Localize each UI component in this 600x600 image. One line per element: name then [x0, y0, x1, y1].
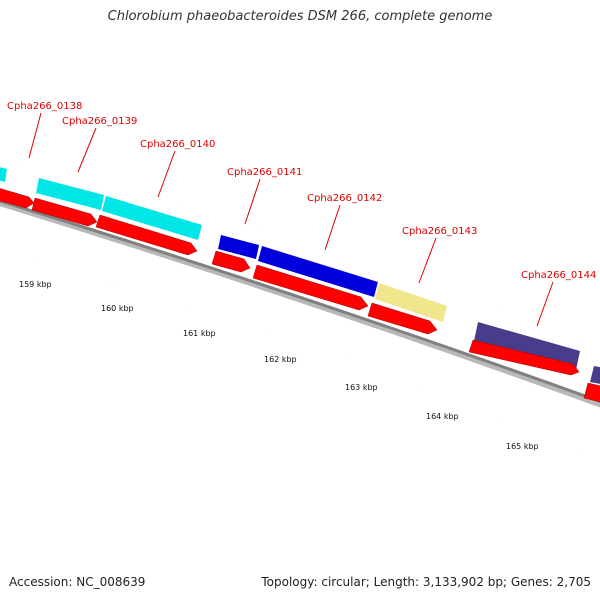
kbp-label: 161 kbp [183, 329, 216, 338]
gene-label: Cpha266_0141 [227, 167, 302, 178]
accession-text: Accession: NC_008639 [9, 575, 146, 589]
leader-line [536, 281, 554, 327]
upper-ticks [0, 159, 600, 349]
kbp-label: 165 kbp [506, 442, 539, 451]
cds-arrow-2 [95, 214, 198, 256]
cds-arrow-1 [31, 197, 98, 227]
block-cyan-2 [102, 196, 202, 240]
block-cyan-1 [36, 178, 104, 210]
gene-label: Cpha266_0144 [521, 270, 596, 281]
cds-arrow-4 [252, 264, 369, 311]
leader-line [324, 204, 341, 251]
cds-arrow-3 [211, 250, 251, 273]
kbp-label: 163 kbp [345, 383, 378, 392]
backbone [0, 199, 600, 403]
leader-line [244, 178, 261, 225]
backbone-shadow [0, 199, 600, 408]
kbp-label: 160 kbp [101, 304, 134, 313]
block-blue-2 [258, 246, 378, 297]
cds-arrows [0, 188, 600, 403]
cds-arrow-5 [367, 302, 438, 335]
cds-arrow-6 [468, 339, 580, 376]
block-slate-edge [590, 366, 600, 384]
scale-ticks [0, 252, 600, 458]
gene-label: Cpha266_0139 [62, 116, 137, 127]
kbp-label: 164 kbp [426, 412, 459, 421]
gene-label: Cpha266_0142 [307, 193, 382, 204]
gene-label: Cpha266_0140 [140, 139, 215, 150]
block-slate [474, 322, 580, 370]
block-cyan-0 [0, 167, 7, 182]
block-blue-1 [218, 235, 259, 259]
gene-label: Cpha266_0143 [402, 226, 477, 237]
kbp-label: 159 kbp [19, 280, 52, 289]
genome-title: Chlorobium phaeobacteroides DSM 266, com… [107, 9, 493, 24]
gene-labels: Cpha266_0138 Cpha266_0139 Cpha266_0140 C… [7, 101, 596, 327]
leader-line [28, 112, 42, 159]
block-khaki [375, 283, 447, 322]
function-blocks [0, 167, 600, 384]
kbp-labels: 159 kbp 160 kbp 161 kbp 162 kbp 163 kbp … [19, 280, 539, 451]
topology-text: Topology: circular; Length: 3,133,902 bp… [261, 575, 591, 589]
leader-line [157, 150, 176, 198]
gene-label: Cpha266_0138 [7, 101, 82, 112]
cds-arrow-7 [583, 382, 600, 403]
leader-line [77, 127, 97, 173]
leader-line [418, 237, 437, 284]
cds-arrow-0 [0, 188, 35, 209]
kbp-label: 162 kbp [264, 355, 297, 364]
